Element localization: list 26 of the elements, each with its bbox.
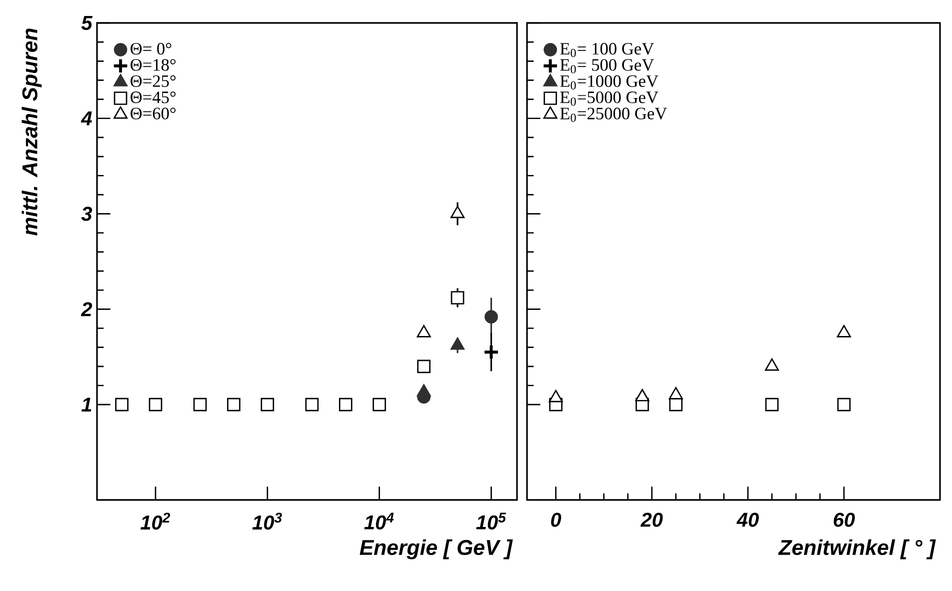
x-tick-label: 60 xyxy=(834,512,855,527)
legend-label: Θ=18° xyxy=(130,59,176,71)
legend-label: E$_{0}$=1000 GeV xyxy=(560,75,658,90)
x-tick-label: 20 xyxy=(640,512,663,527)
x-tick-label: 10$^{2}$ xyxy=(140,512,170,530)
x-tick-label: 40 xyxy=(736,512,759,527)
y-axis-title: mittl. Anzahl Spuren xyxy=(22,28,42,236)
x-tick-label: 10$^{5}$ xyxy=(476,512,506,530)
y-tick-label: 4 xyxy=(80,112,92,126)
x-axis-title: Zenitwinkel [ ° ] xyxy=(778,539,936,560)
y-tick-label: 5 xyxy=(81,16,93,30)
legend-label: E$_{0}$=5000 GeV xyxy=(560,91,658,106)
y-tick-label: 3 xyxy=(81,206,92,221)
legend-label: Θ=45° xyxy=(130,91,176,104)
legend-label: E$_{0}$= 500 GeV xyxy=(560,59,654,74)
y-tick-label: 2 xyxy=(80,302,92,316)
legend-label: Θ= 0° xyxy=(130,42,172,55)
legend-label: Θ=60° xyxy=(130,108,176,120)
x-tick-label: 10$^{3}$ xyxy=(252,512,282,530)
legend-label: E$_{0}$= 100 GeV xyxy=(560,42,654,58)
legend-label: E$_{0}$=25000 GeV xyxy=(560,108,667,122)
x-tick-label: 0 xyxy=(551,512,562,527)
x-axis-title: Energie [ GeV ] xyxy=(360,539,513,560)
y-tick-label: 1 xyxy=(81,398,92,412)
x-tick-label: 10$^{4}$ xyxy=(364,512,394,530)
legend-label: Θ=25° xyxy=(130,75,176,87)
